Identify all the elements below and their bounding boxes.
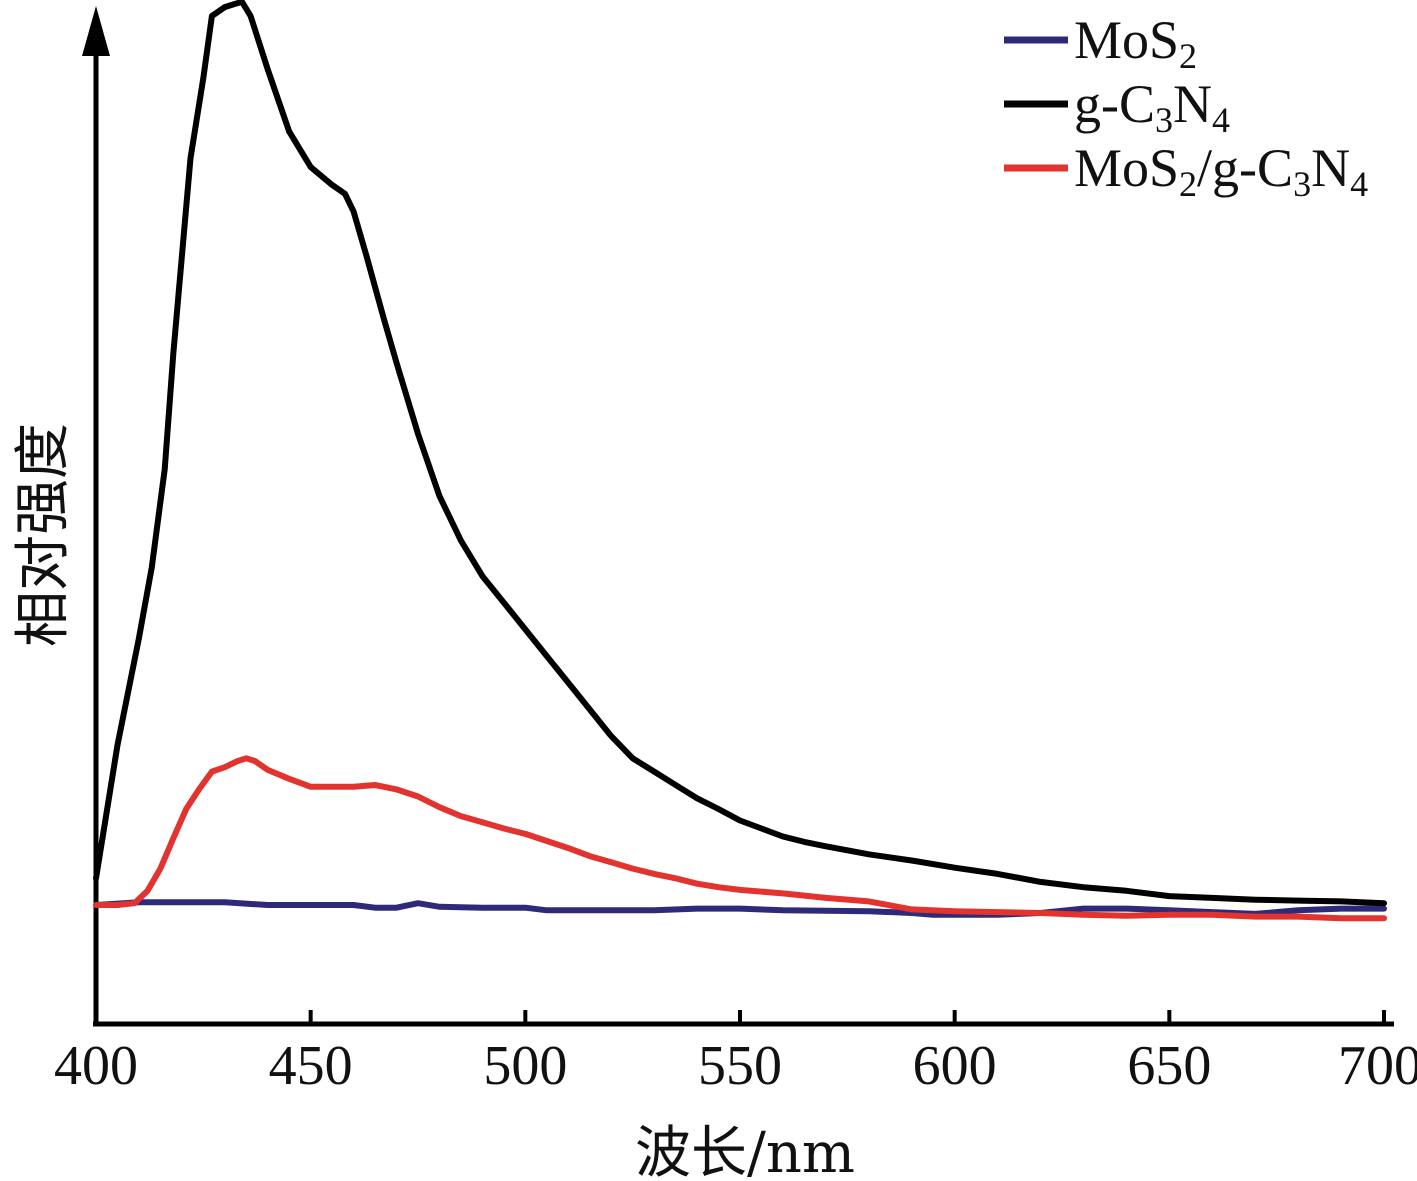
x-axis-title: 波长/nm [635, 1121, 855, 1181]
x-tick-labels: 400 450 500 550 600 650 700 [54, 1035, 1417, 1097]
legend-label-3: MoS2/g-C3N4 [1074, 138, 1368, 204]
y-axis-title: 相对强度 [11, 423, 76, 647]
x-tick-label-600: 600 [913, 1035, 997, 1097]
x-tick-label-500: 500 [483, 1035, 567, 1097]
y-axis-arrow [82, 6, 110, 56]
x-tick-label-450: 450 [269, 1035, 353, 1097]
series-layer [93, 0, 1387, 922]
x-tick-label-550: 550 [698, 1035, 782, 1097]
legend-label-2: g-C3N4 [1074, 74, 1230, 140]
x-tick-label-650: 650 [1127, 1035, 1211, 1097]
series-line-g-c3n4 [93, 0, 1387, 907]
series-line-mos2-g-c3n4 [93, 755, 1387, 922]
x-ticks [94, 1010, 1386, 1024]
legend-label-1: MoS2 [1074, 10, 1197, 76]
series-line-mos2 [93, 899, 1387, 918]
x-tick-label-700: 700 [1338, 1035, 1417, 1097]
x-tick-label-400: 400 [54, 1035, 138, 1097]
